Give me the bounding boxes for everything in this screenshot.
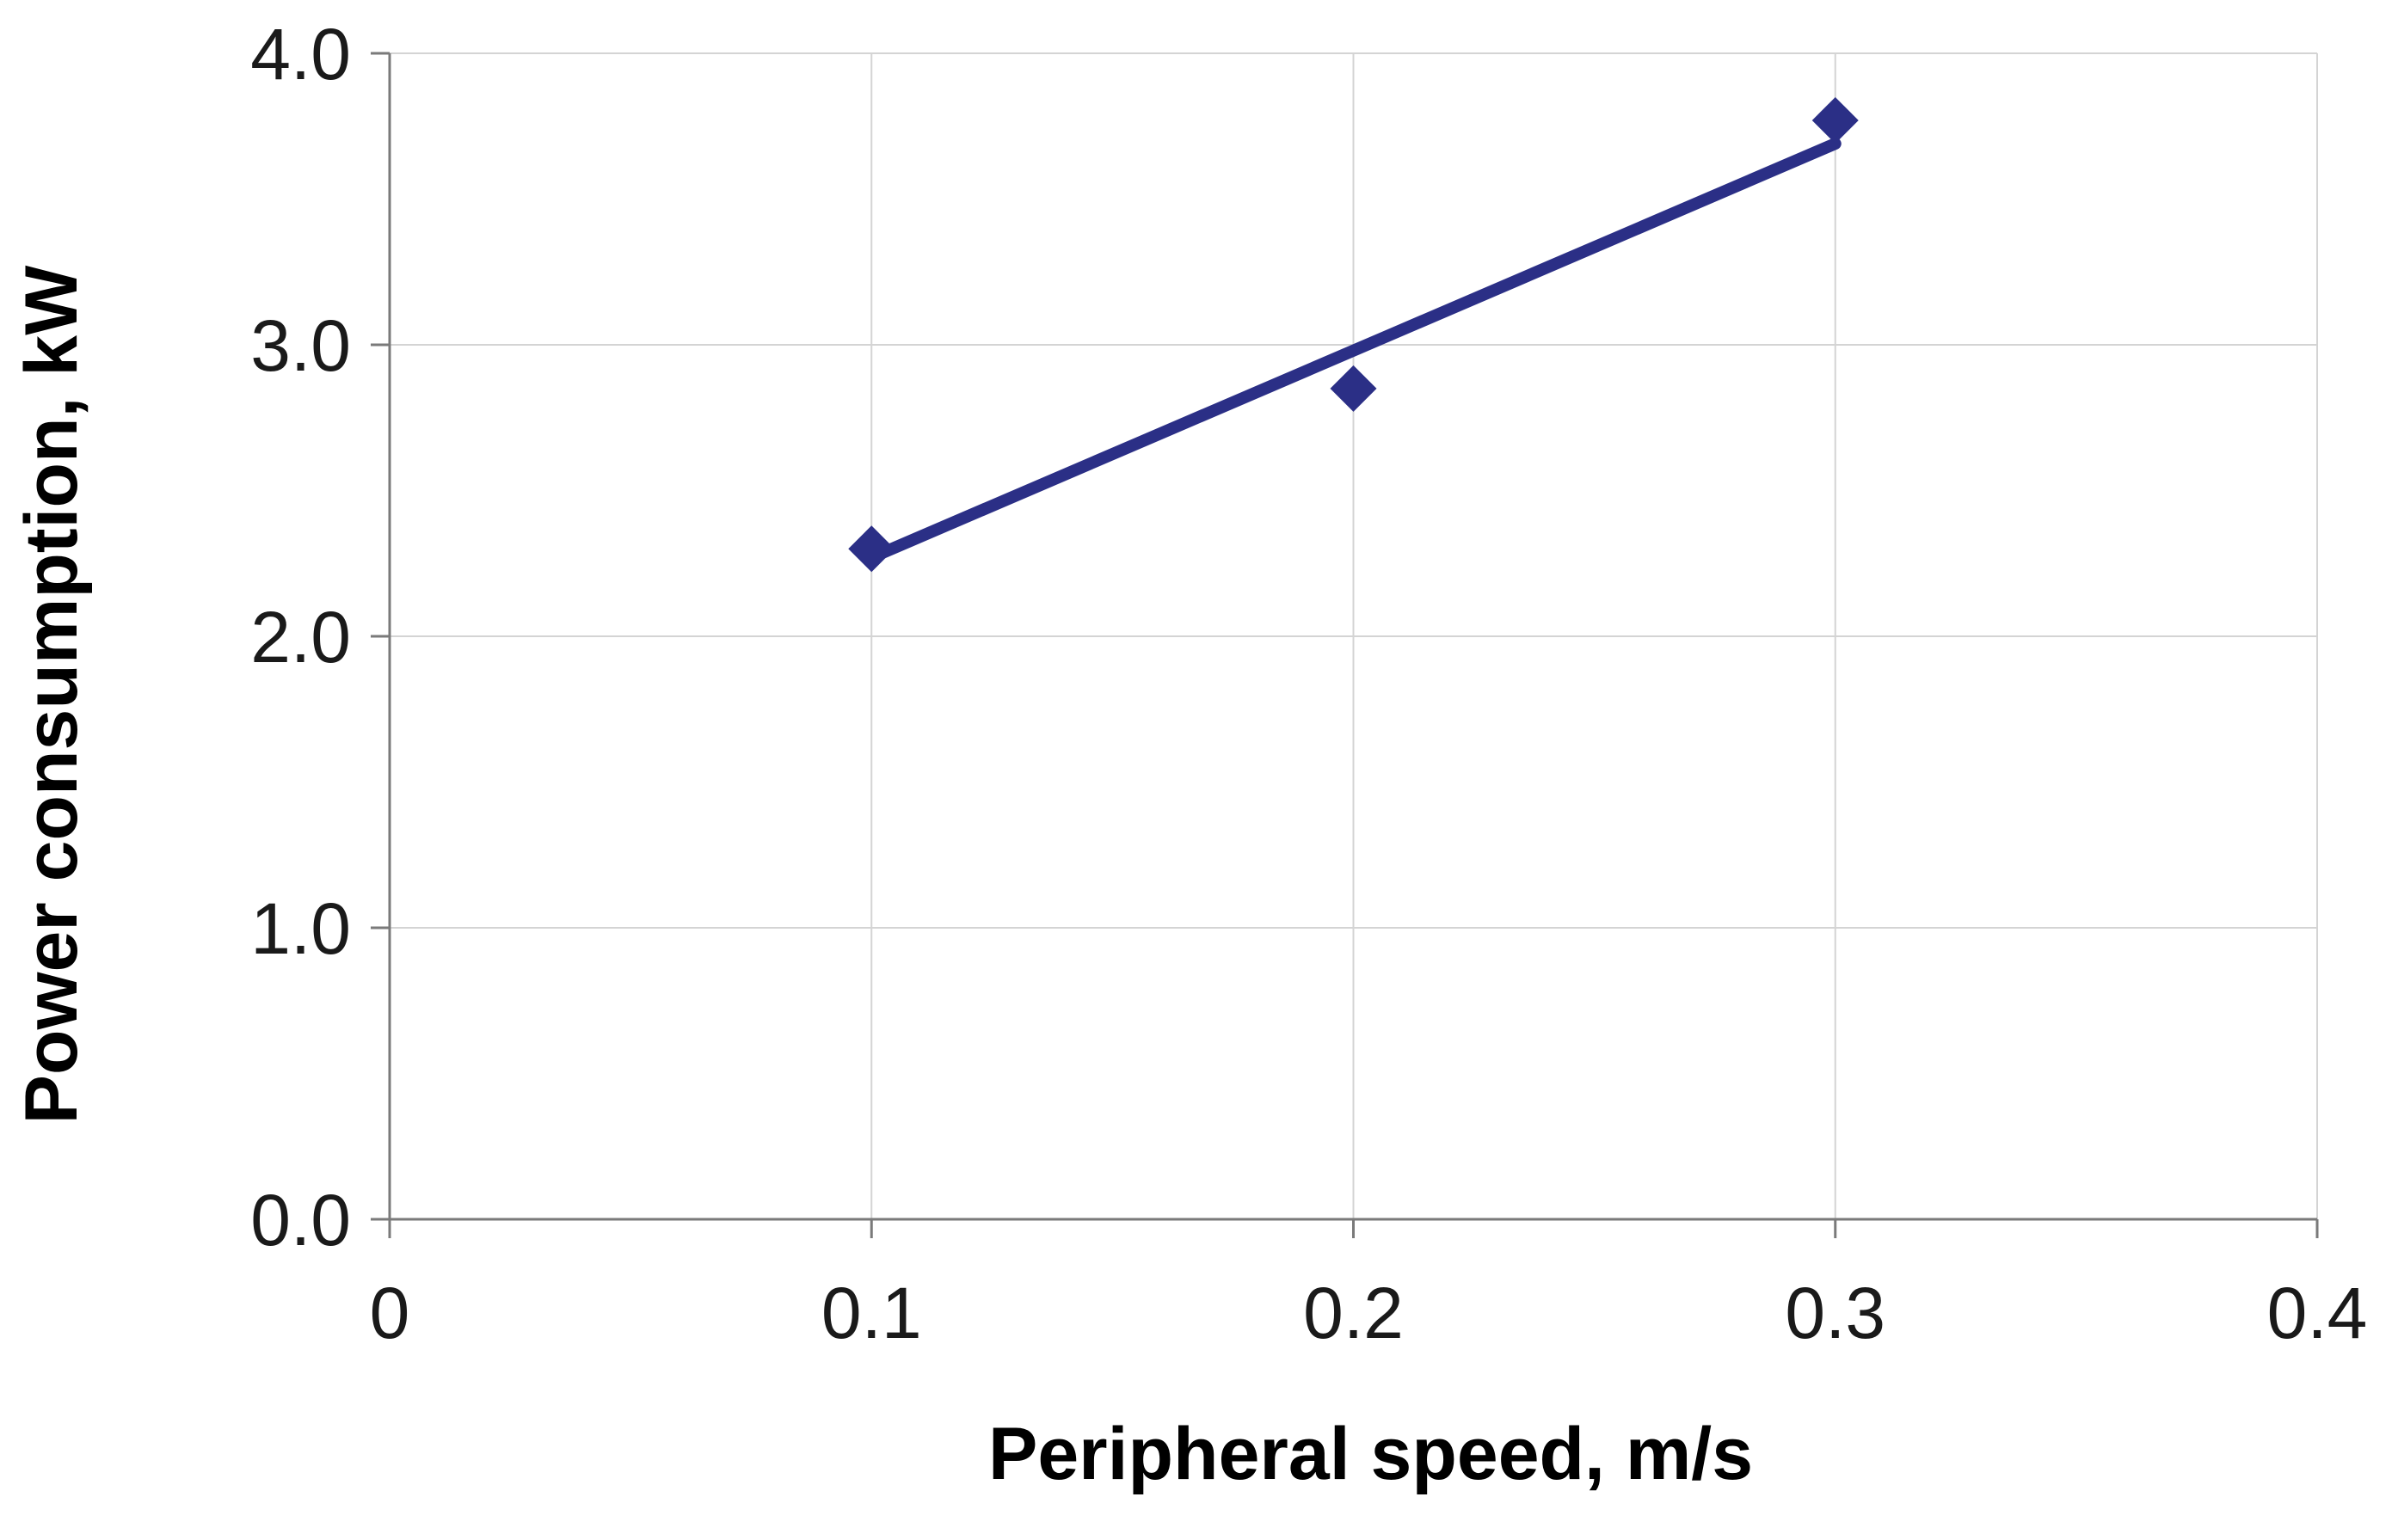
data-points xyxy=(848,96,1859,573)
y-tick-label: 1.0 xyxy=(250,888,351,969)
trendline-group xyxy=(865,138,1842,564)
y-tick-label: 2.0 xyxy=(250,597,351,678)
data-point-diamond xyxy=(1330,365,1377,412)
y-tick-label: 4.0 xyxy=(250,14,351,95)
grid xyxy=(390,52,2318,1219)
x-tick-label: 0.2 xyxy=(1303,1273,1404,1353)
axes xyxy=(371,52,2319,1238)
x-axis-title: Peripheral speed, m/s xyxy=(988,1413,1753,1495)
data-point-diamond xyxy=(1811,96,1859,144)
data-point-diamond xyxy=(848,525,895,573)
x-tick-label: 0.1 xyxy=(821,1273,922,1353)
x-tick-label: 0.3 xyxy=(1785,1273,1885,1353)
y-axis-title: Power consumption, kW xyxy=(10,265,93,1124)
y-tick-label: 3.0 xyxy=(250,305,351,386)
x-tick-label: 0 xyxy=(370,1273,410,1353)
y-tick-labels: 0.0 1.0 2.0 3.0 4.0 xyxy=(250,14,351,1261)
x-tick-label: 0.4 xyxy=(2267,1273,2368,1353)
y-tick-label: 0.0 xyxy=(250,1180,351,1261)
trendline xyxy=(865,138,1842,564)
x-tick-labels: 0 0.1 0.2 0.3 0.4 xyxy=(370,1273,2368,1353)
